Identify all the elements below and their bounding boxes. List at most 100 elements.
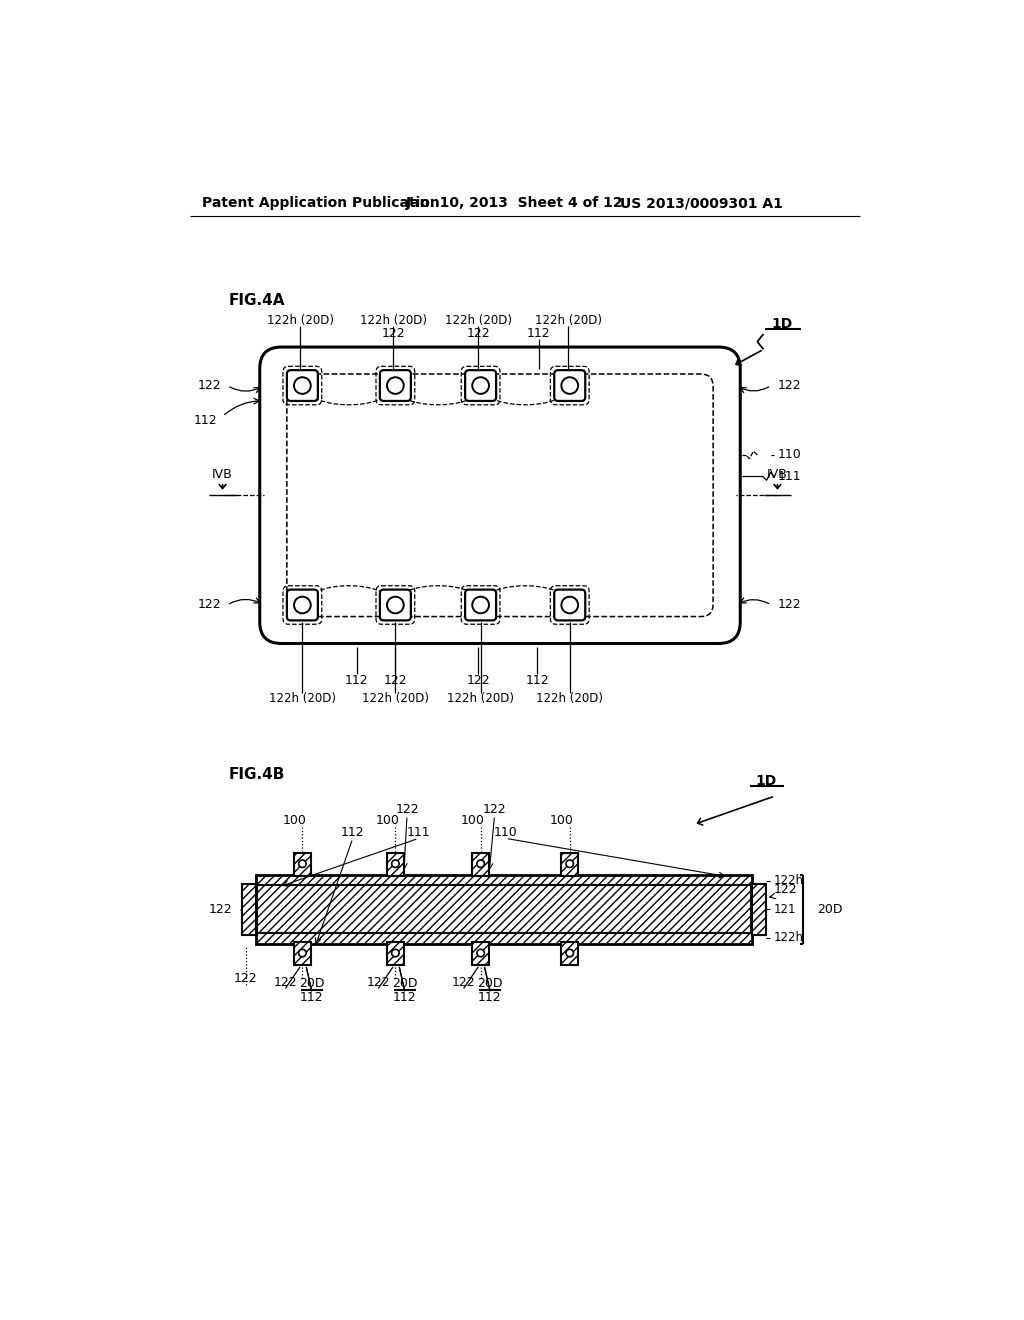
Bar	[753, 884, 765, 933]
Bar	[295, 942, 310, 965]
Circle shape	[561, 597, 579, 614]
Text: 112: 112	[345, 675, 369, 686]
Circle shape	[294, 378, 310, 393]
Bar	[388, 942, 403, 965]
Bar	[387, 942, 403, 965]
Text: Patent Application Publication: Patent Application Publication	[202, 197, 439, 210]
Text: 122h: 122h	[773, 931, 804, 944]
Bar	[561, 853, 579, 876]
Text: 122h (20D): 122h (20D)	[537, 693, 603, 705]
Circle shape	[477, 949, 484, 957]
Bar	[472, 853, 489, 876]
Circle shape	[561, 378, 579, 393]
Text: 122: 122	[482, 803, 507, 816]
Text: 122: 122	[467, 327, 490, 341]
Text: 100: 100	[461, 814, 484, 828]
FancyBboxPatch shape	[465, 590, 496, 620]
Text: FIG.4B: FIG.4B	[228, 767, 285, 781]
Text: 122h (20D): 122h (20D)	[269, 693, 336, 705]
Text: 112: 112	[525, 675, 549, 686]
Text: 122: 122	[384, 675, 408, 686]
Text: 112: 112	[341, 825, 365, 838]
Text: 122: 122	[467, 675, 490, 686]
Text: 122h (20D): 122h (20D)	[266, 314, 334, 326]
Circle shape	[472, 378, 489, 393]
Text: 121: 121	[773, 903, 796, 916]
Text: 122: 122	[273, 975, 297, 989]
Text: 110: 110	[777, 449, 801, 462]
FancyBboxPatch shape	[554, 590, 586, 620]
Bar	[562, 942, 578, 965]
Text: 122: 122	[395, 803, 419, 816]
Text: 122h (20D): 122h (20D)	[359, 314, 427, 326]
Bar	[257, 886, 751, 932]
Bar	[473, 942, 488, 965]
FancyBboxPatch shape	[554, 370, 586, 401]
Text: 100: 100	[550, 814, 573, 828]
Circle shape	[566, 861, 573, 867]
FancyBboxPatch shape	[287, 590, 317, 620]
Bar	[562, 854, 578, 875]
FancyBboxPatch shape	[380, 370, 411, 401]
Text: Jan. 10, 2013  Sheet 4 of 12: Jan. 10, 2013 Sheet 4 of 12	[406, 197, 623, 210]
Text: IVB: IVB	[767, 467, 787, 480]
Text: 122: 122	[367, 975, 390, 989]
Bar	[294, 853, 311, 876]
Bar	[561, 942, 579, 965]
Circle shape	[477, 861, 484, 867]
Circle shape	[299, 949, 306, 957]
Text: 122: 122	[209, 903, 232, 916]
Bar	[257, 933, 751, 942]
Text: 111: 111	[407, 825, 430, 838]
FancyBboxPatch shape	[465, 370, 496, 401]
Text: 122h (20D): 122h (20D)	[361, 693, 429, 705]
Text: 1D: 1D	[771, 317, 793, 331]
Text: 122: 122	[198, 598, 221, 611]
Text: 1D: 1D	[756, 774, 777, 788]
Bar	[473, 854, 488, 875]
Circle shape	[566, 949, 573, 957]
Text: 122: 122	[777, 379, 801, 392]
Text: 122: 122	[777, 598, 801, 611]
Text: 112: 112	[194, 413, 217, 426]
Text: 122h (20D): 122h (20D)	[447, 693, 514, 705]
Text: FIG.4A: FIG.4A	[228, 293, 286, 309]
Text: 112: 112	[393, 991, 417, 1005]
Text: 122: 122	[773, 883, 798, 896]
FancyBboxPatch shape	[287, 370, 317, 401]
Text: 110: 110	[494, 825, 517, 838]
Bar	[243, 884, 255, 933]
Bar	[387, 853, 403, 876]
Text: 112: 112	[300, 991, 324, 1005]
Text: 20D: 20D	[477, 977, 503, 990]
Text: 100: 100	[376, 814, 399, 828]
Text: 122: 122	[234, 972, 258, 985]
Bar	[295, 854, 310, 875]
Circle shape	[387, 378, 403, 393]
Bar	[388, 854, 403, 875]
Circle shape	[391, 861, 399, 867]
Circle shape	[391, 949, 399, 957]
Bar	[752, 884, 766, 935]
FancyBboxPatch shape	[380, 590, 411, 620]
FancyBboxPatch shape	[260, 347, 740, 644]
Text: 122: 122	[452, 975, 475, 989]
Text: 122: 122	[381, 327, 404, 341]
Text: 20D: 20D	[817, 903, 843, 916]
Circle shape	[299, 861, 306, 867]
Bar	[257, 886, 751, 933]
Circle shape	[472, 597, 489, 614]
Text: US 2013/0009301 A1: US 2013/0009301 A1	[621, 197, 783, 210]
Text: 112: 112	[478, 991, 502, 1005]
Text: 122h (20D): 122h (20D)	[444, 314, 512, 326]
Circle shape	[387, 597, 403, 614]
Text: 20D: 20D	[392, 977, 418, 990]
Bar	[294, 942, 311, 965]
Circle shape	[294, 597, 310, 614]
Text: 122: 122	[198, 379, 221, 392]
Text: 100: 100	[283, 814, 306, 828]
Bar	[472, 942, 489, 965]
Text: IVB: IVB	[212, 467, 232, 480]
Bar	[242, 884, 256, 935]
Bar	[257, 875, 751, 886]
